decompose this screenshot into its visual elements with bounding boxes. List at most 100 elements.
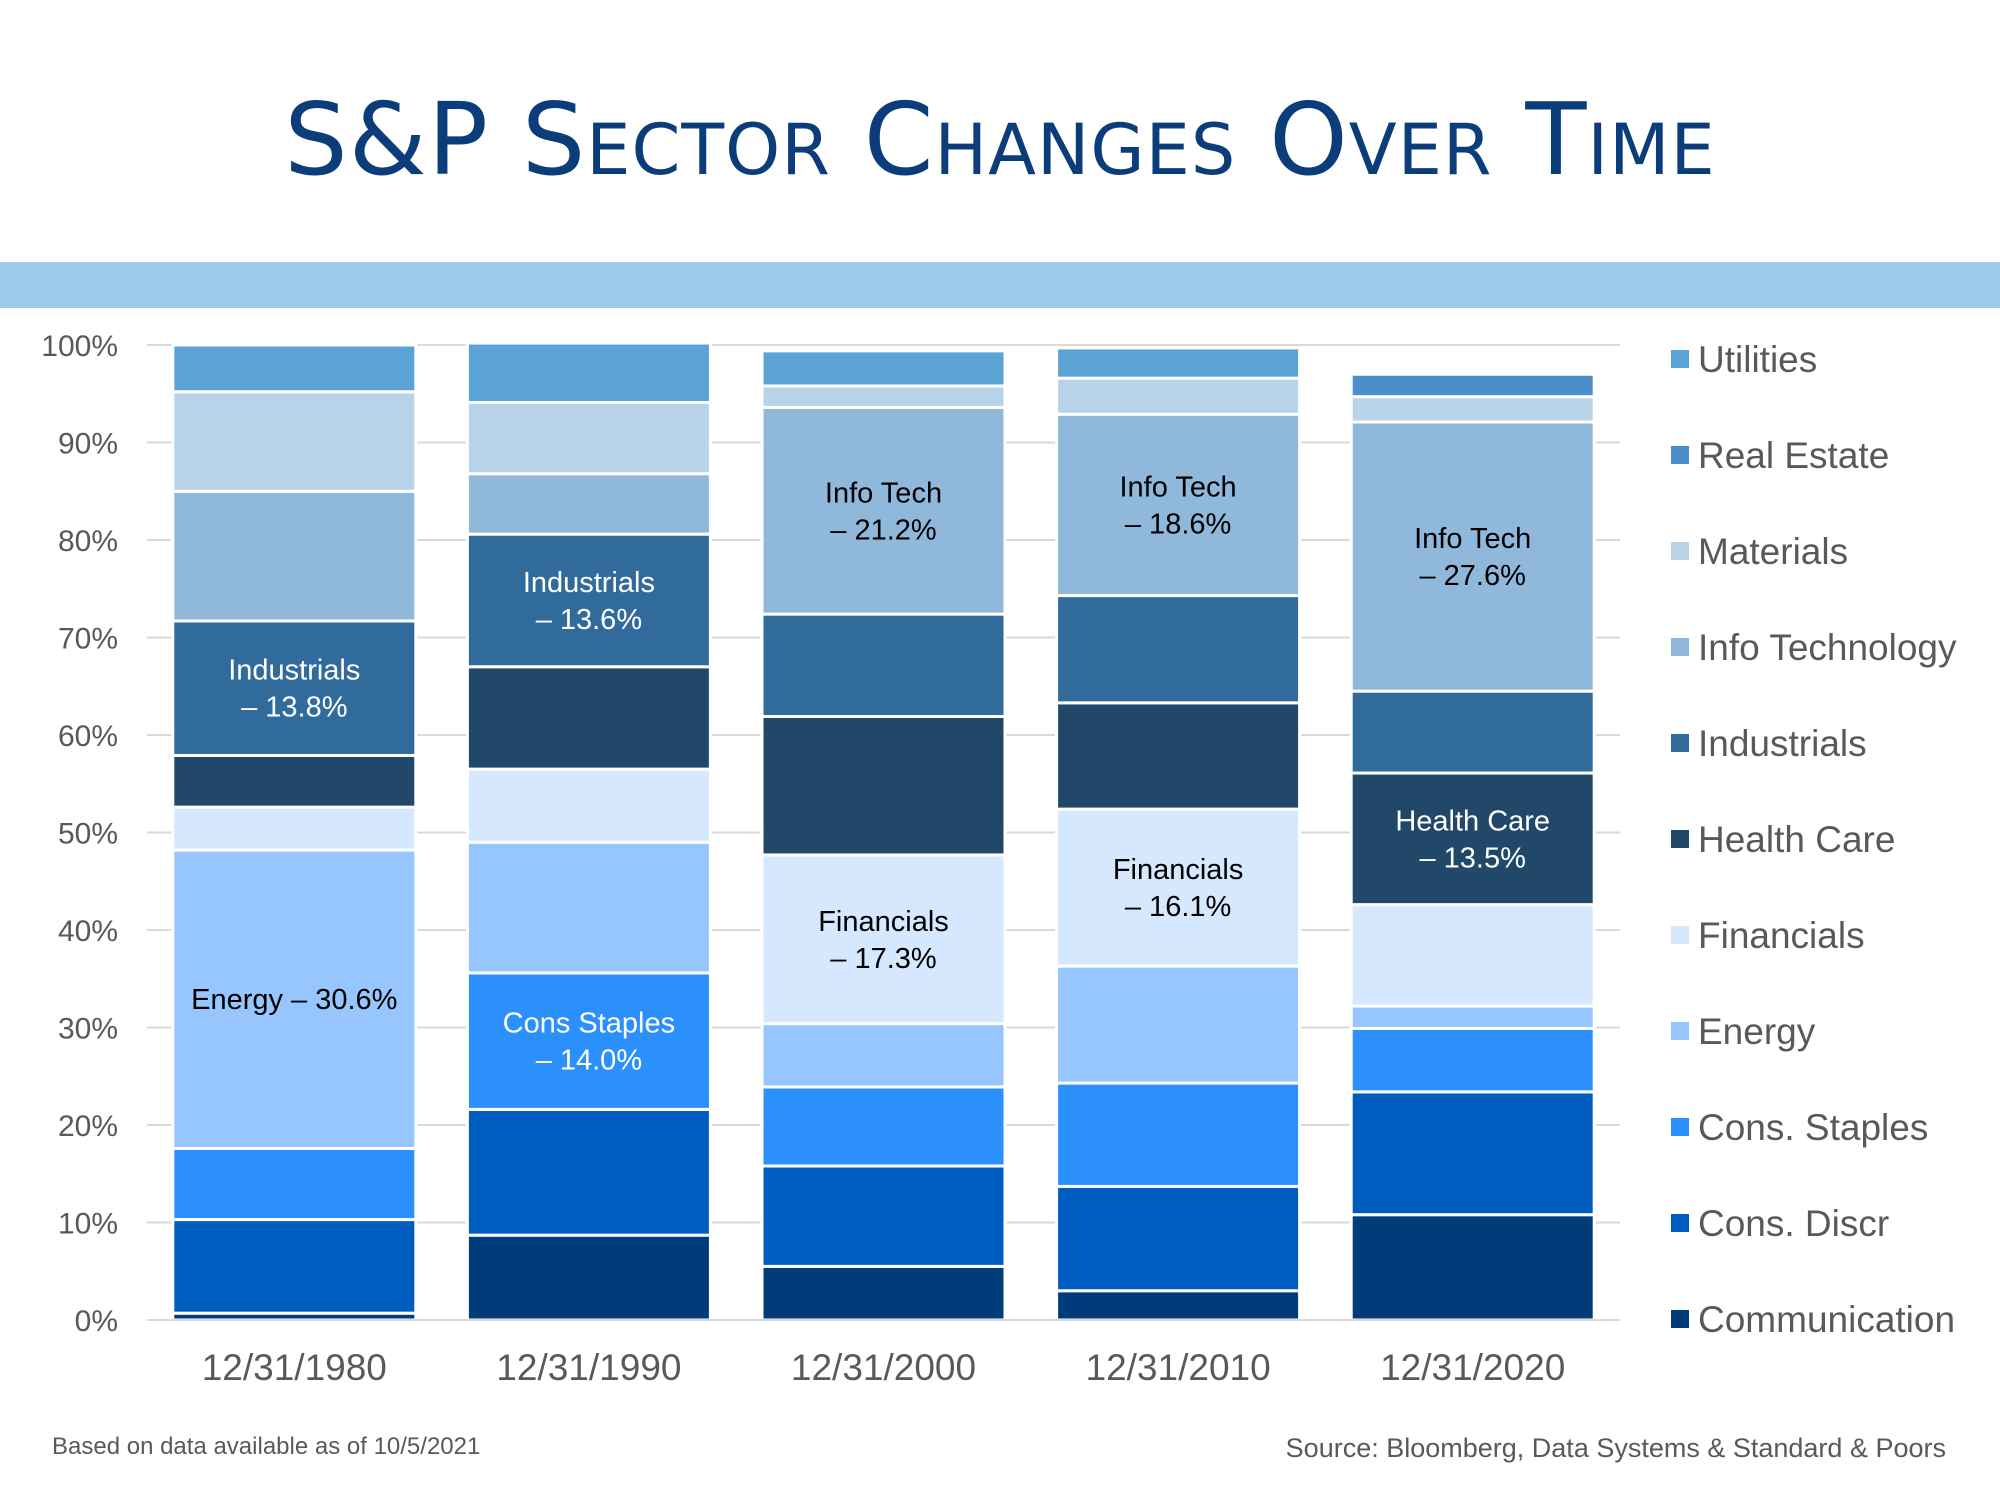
data-label: Financials xyxy=(1113,854,1244,886)
bar-segment-financials xyxy=(1349,903,1596,1008)
legend-label: Cons. Staples xyxy=(1698,1107,1928,1148)
bar-segment-materials xyxy=(171,390,418,493)
bar-segment-energy xyxy=(465,840,712,975)
legend-label: Real Estate xyxy=(1698,435,1889,476)
legend-swatch-cons-staples xyxy=(1671,1118,1689,1136)
data-label: – 14.0% xyxy=(536,1045,642,1077)
bar-segment-materials xyxy=(1055,376,1302,416)
legend-swatch-financials xyxy=(1671,926,1689,944)
legend-label: Info Technology xyxy=(1698,627,1957,668)
y-tick-label: 90% xyxy=(58,428,118,461)
bar-segment-cons-staples xyxy=(1349,1026,1596,1094)
footnote: Based on data available as of 10/5/2021 xyxy=(52,1433,481,1460)
data-label: – 13.6% xyxy=(536,604,642,636)
bar-segment-real-estate xyxy=(1349,372,1596,399)
legend-label: Cons. Discr xyxy=(1698,1203,1889,1244)
x-tick-label: 12/31/2000 xyxy=(791,1347,976,1388)
legend-label: Communication xyxy=(1698,1299,1955,1340)
data-label: Financials xyxy=(818,906,949,938)
x-tick-label: 12/31/2020 xyxy=(1380,1347,1565,1388)
data-label: Health Care xyxy=(1395,805,1550,837)
bar-segment-utilities xyxy=(760,349,1007,388)
legend-swatch-communication xyxy=(1671,1310,1689,1328)
data-label: – 27.6% xyxy=(1419,560,1525,592)
data-label: Info Tech xyxy=(1414,523,1531,555)
data-label: – 13.5% xyxy=(1419,842,1525,874)
bar-segment-energy xyxy=(760,1022,1007,1089)
bar-segment-communication xyxy=(1055,1289,1302,1322)
bar-segment-cons-discr xyxy=(171,1218,418,1315)
legend-swatch-health-care xyxy=(1671,830,1689,848)
bar-segment-cons-staples xyxy=(465,971,712,1111)
legend-label: Financials xyxy=(1698,915,1865,956)
legend-swatch-industrials xyxy=(1671,734,1689,752)
bar-segment-financials xyxy=(171,805,418,852)
bar-segment-cons-staples xyxy=(1055,1081,1302,1188)
bar-segment-health-care xyxy=(171,753,418,809)
legend-swatch-cons-discr xyxy=(1671,1214,1689,1232)
bar-segment-utilities xyxy=(171,343,418,394)
data-label: – 13.8% xyxy=(241,692,347,724)
bar-segment-energy xyxy=(171,848,418,1150)
bar-segment-info-technology xyxy=(465,472,712,536)
y-tick-label: 100% xyxy=(41,330,118,363)
bar-segment-info-technology xyxy=(171,489,418,623)
bar-segment-materials xyxy=(465,401,712,476)
bar-segment-financials xyxy=(465,767,712,844)
data-label: – 18.6% xyxy=(1125,508,1231,540)
legend-label: Industrials xyxy=(1698,723,1867,764)
y-tick-label: 10% xyxy=(58,1208,118,1241)
source-note: Source: Bloomberg, Data Systems & Standa… xyxy=(1285,1433,1946,1463)
data-label: – 21.2% xyxy=(830,514,936,546)
bar-segment-cons-staples xyxy=(760,1085,1007,1168)
bar-segment-communication xyxy=(1349,1213,1596,1322)
bar-segment-communication xyxy=(465,1233,712,1322)
bar-segment-industrials xyxy=(1055,594,1302,705)
x-tick-label: 12/31/1980 xyxy=(202,1347,387,1388)
bar-segment-health-care xyxy=(465,665,712,771)
bar-segment-utilities xyxy=(465,341,712,405)
legend-swatch-materials xyxy=(1671,542,1689,560)
data-label: – 17.3% xyxy=(830,943,936,975)
bar-segment-health-care xyxy=(760,714,1007,857)
data-label: Energy – 30.6% xyxy=(191,984,397,1016)
data-label: Cons Staples xyxy=(503,1008,676,1040)
bar-segment-industrials xyxy=(465,532,712,669)
header-band xyxy=(0,262,2000,308)
chart-title: S&P Sector Changes Over Time xyxy=(284,81,1716,198)
bar-segment-materials xyxy=(1349,395,1596,424)
bar-segment-industrials xyxy=(1349,689,1596,775)
data-label: Industrials xyxy=(228,655,360,687)
data-label: Info Tech xyxy=(1120,471,1237,503)
legend-label: Health Care xyxy=(1698,819,1895,860)
legend-swatch-energy xyxy=(1671,1022,1689,1040)
y-tick-label: 20% xyxy=(58,1110,118,1143)
y-tick-label: 70% xyxy=(58,623,118,656)
legend-label: Energy xyxy=(1698,1011,1816,1052)
legend-label: Materials xyxy=(1698,531,1848,572)
legend-swatch-info-technology xyxy=(1671,638,1689,656)
y-tick-label: 50% xyxy=(58,818,118,851)
bar-segment-health-care xyxy=(1349,771,1596,907)
bar-segment-health-care xyxy=(1055,701,1302,811)
bar-segment-cons-discr xyxy=(760,1164,1007,1268)
bar-segment-utilities xyxy=(1055,346,1302,380)
bar-segment-info-technology xyxy=(1055,412,1302,598)
y-tick-label: 30% xyxy=(58,1013,118,1046)
bar-segment-info-technology xyxy=(1349,420,1596,693)
x-tick-label: 12/31/1990 xyxy=(496,1347,681,1388)
bar-segment-cons-discr xyxy=(1349,1090,1596,1217)
y-tick-label: 60% xyxy=(58,720,118,753)
y-tick-label: 40% xyxy=(58,915,118,948)
data-label: – 16.1% xyxy=(1125,891,1231,923)
bar-segment-energy xyxy=(1349,1004,1596,1030)
bar-segment-financials xyxy=(1055,807,1302,968)
data-label: Info Tech xyxy=(825,477,942,509)
bar-segment-cons-discr xyxy=(1055,1184,1302,1293)
bar-segment-info-technology xyxy=(760,405,1007,616)
x-tick-label: 12/31/2010 xyxy=(1086,1347,1271,1388)
data-label: Industrials xyxy=(523,567,655,599)
legend-swatch-real-estate xyxy=(1671,446,1689,464)
bar-segment-cons-discr xyxy=(465,1107,712,1237)
